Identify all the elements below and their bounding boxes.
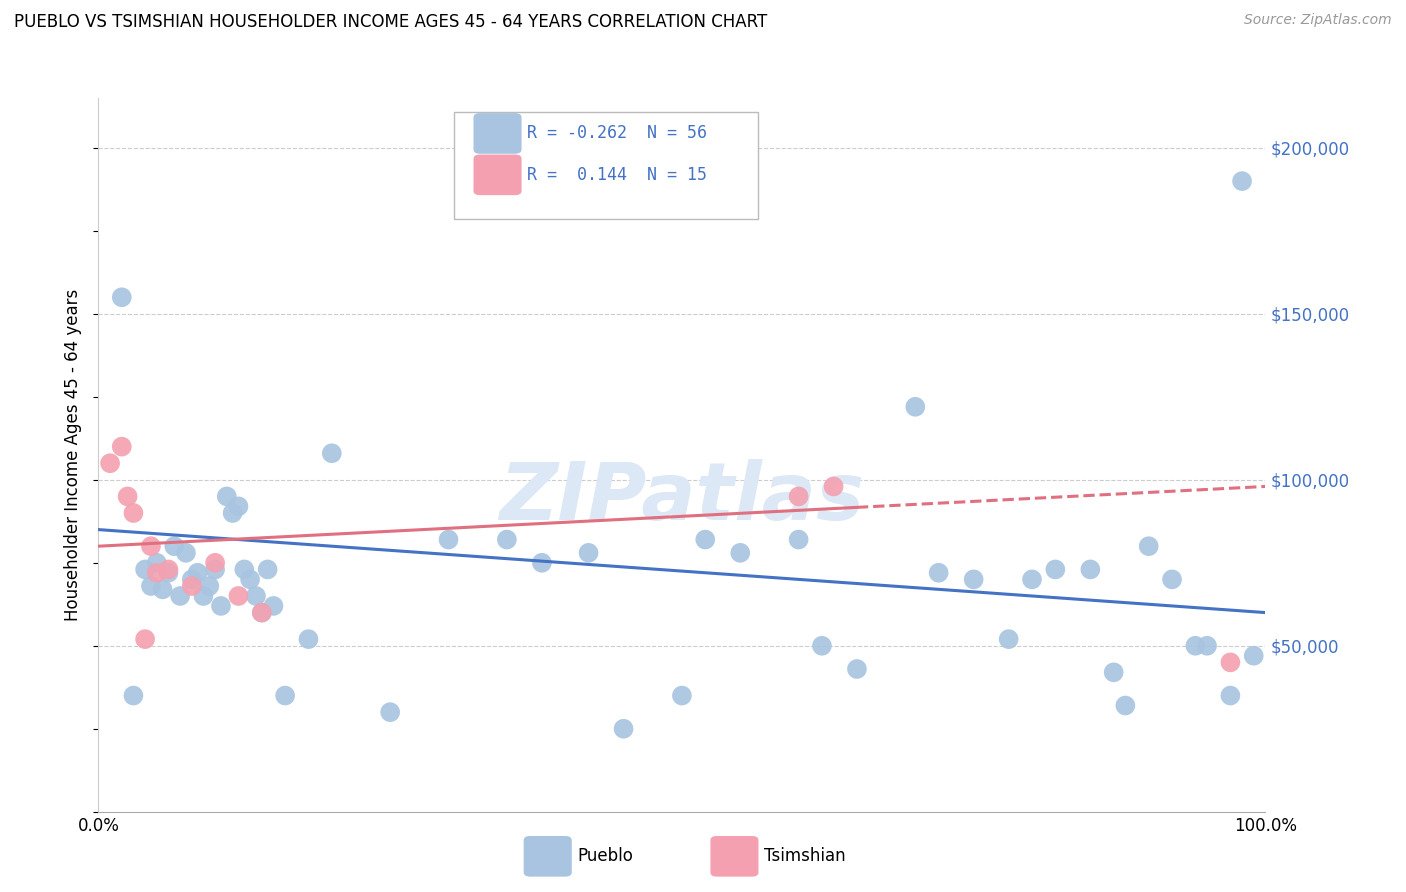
Point — [1219, 689, 1241, 703]
Point — [245, 589, 267, 603]
Text: R =  0.144  N = 15: R = 0.144 N = 15 — [527, 166, 707, 184]
Text: Tsimshian: Tsimshian — [763, 847, 845, 865]
FancyBboxPatch shape — [474, 155, 520, 194]
Point — [180, 579, 202, 593]
Point — [187, 566, 209, 580]
Point — [233, 562, 256, 576]
Point — [169, 589, 191, 603]
Point — [1219, 656, 1241, 670]
Point — [1114, 698, 1136, 713]
Point — [221, 506, 243, 520]
Point — [823, 479, 845, 493]
Point — [198, 579, 221, 593]
Text: PUEBLO VS TSIMSHIAN HOUSEHOLDER INCOME AGES 45 - 64 YEARS CORRELATION CHART: PUEBLO VS TSIMSHIAN HOUSEHOLDER INCOME A… — [14, 13, 768, 31]
Point — [98, 456, 121, 470]
Point — [437, 533, 460, 547]
Text: R = -0.262  N = 56: R = -0.262 N = 56 — [527, 125, 707, 143]
Point — [146, 556, 169, 570]
Text: Source: ZipAtlas.com: Source: ZipAtlas.com — [1244, 13, 1392, 28]
Point — [193, 589, 215, 603]
Point — [1161, 573, 1184, 587]
Point — [530, 556, 553, 570]
Text: Pueblo: Pueblo — [576, 847, 633, 865]
Point — [139, 539, 162, 553]
Point — [122, 506, 145, 520]
Point — [928, 566, 950, 580]
Point — [695, 533, 717, 547]
Point — [962, 573, 984, 587]
Point — [578, 546, 600, 560]
Point — [1102, 665, 1125, 680]
Point — [157, 566, 180, 580]
Point — [787, 490, 810, 504]
Point — [117, 490, 139, 504]
FancyBboxPatch shape — [454, 112, 758, 219]
Point — [152, 582, 174, 597]
Point — [111, 290, 134, 304]
Point — [134, 632, 156, 647]
Point — [904, 400, 927, 414]
Point — [495, 533, 517, 547]
Point — [215, 490, 238, 504]
Point — [163, 539, 186, 553]
Y-axis label: Householder Income Ages 45 - 64 years: Householder Income Ages 45 - 64 years — [65, 289, 83, 621]
Point — [180, 573, 202, 587]
Point — [1080, 562, 1102, 576]
Point — [811, 639, 834, 653]
Point — [1137, 539, 1160, 553]
Point — [262, 599, 284, 613]
Point — [174, 546, 197, 560]
Point — [378, 705, 402, 719]
Point — [613, 722, 636, 736]
FancyBboxPatch shape — [474, 114, 520, 153]
Point — [730, 546, 752, 560]
Point — [228, 500, 250, 514]
Point — [1021, 573, 1043, 587]
Point — [997, 632, 1019, 647]
Point — [787, 533, 810, 547]
Point — [122, 689, 145, 703]
Point — [274, 689, 297, 703]
Point — [204, 562, 226, 576]
Point — [250, 606, 273, 620]
Point — [1243, 648, 1265, 663]
Point — [204, 556, 226, 570]
Text: ZIPatlas: ZIPatlas — [499, 458, 865, 537]
Point — [1195, 639, 1218, 653]
FancyBboxPatch shape — [711, 837, 758, 876]
Point — [256, 562, 278, 576]
Point — [1230, 174, 1253, 188]
Point — [250, 606, 273, 620]
Point — [209, 599, 232, 613]
Point — [146, 566, 169, 580]
Point — [671, 689, 693, 703]
FancyBboxPatch shape — [524, 837, 571, 876]
Point — [846, 662, 869, 676]
Point — [139, 579, 162, 593]
Point — [157, 562, 180, 576]
Point — [1184, 639, 1206, 653]
Point — [297, 632, 319, 647]
Point — [321, 446, 343, 460]
Point — [111, 440, 134, 454]
Point — [1045, 562, 1067, 576]
Point — [228, 589, 250, 603]
Point — [239, 573, 262, 587]
Point — [134, 562, 156, 576]
